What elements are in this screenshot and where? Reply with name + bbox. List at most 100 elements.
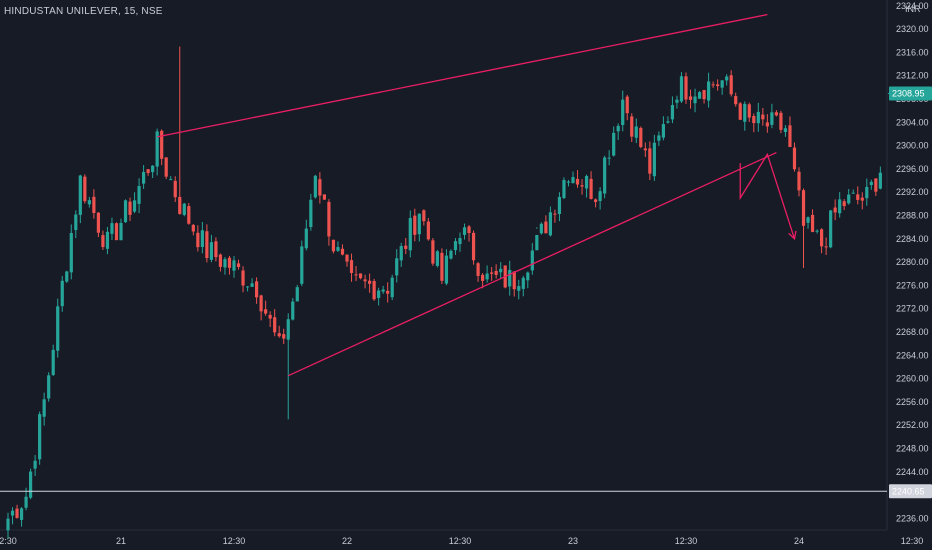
candle-body	[770, 112, 774, 125]
candle-body	[209, 242, 213, 260]
y-tick-label: 2320.00	[896, 24, 929, 34]
candle-body	[716, 84, 720, 87]
candle-body	[526, 272, 530, 281]
y-tick-label: 2280.00	[896, 257, 929, 267]
candle-body	[38, 414, 42, 460]
candle-body	[797, 171, 801, 191]
candle-body	[60, 280, 64, 307]
candle-body	[499, 268, 503, 273]
candle-body	[833, 207, 837, 213]
candle-body	[779, 112, 783, 130]
candle-body	[815, 230, 819, 232]
candle-body	[309, 199, 313, 228]
x-tick-label: 12:30	[449, 536, 472, 546]
y-tick-label: 2284.00	[896, 234, 929, 244]
candle-body	[390, 277, 394, 298]
candle-body	[404, 245, 408, 249]
candle-body	[381, 289, 385, 292]
candle-body	[331, 239, 336, 252]
candle-body	[255, 281, 259, 298]
candle-body	[761, 114, 765, 120]
candle-body	[810, 214, 815, 232]
candle-body	[47, 375, 51, 399]
candle-body	[508, 269, 512, 287]
y-tick-label: 2312.00	[896, 71, 929, 81]
candle-body	[679, 76, 684, 102]
candle-body	[205, 231, 209, 259]
candle-body	[707, 81, 711, 101]
candle-body	[607, 157, 611, 159]
candle-body	[449, 250, 453, 259]
candle-body	[164, 157, 168, 177]
candle-body	[548, 212, 552, 236]
candle-body	[178, 196, 182, 214]
candle-body	[151, 165, 155, 173]
candle-body	[345, 254, 349, 262]
candle-body	[847, 194, 851, 204]
candle-body	[462, 227, 467, 235]
candle-body	[318, 179, 322, 196]
candle-body	[435, 251, 439, 266]
candle-body	[10, 510, 15, 516]
candle-body	[214, 241, 218, 258]
x-tick-label: 2:30	[0, 536, 17, 546]
candle-body	[485, 273, 489, 280]
candle-body	[734, 96, 738, 105]
candle-body	[110, 223, 114, 234]
candle-body	[829, 210, 833, 248]
candle-body	[842, 201, 846, 207]
candle-body	[517, 286, 521, 291]
candle-body	[440, 252, 444, 281]
candle-body	[792, 147, 797, 170]
y-tick-label: 2248.00	[896, 443, 929, 453]
y-tick-label: 2300.00	[896, 141, 929, 151]
candle-body	[56, 306, 60, 351]
candle-body	[444, 255, 449, 284]
candle-body	[408, 218, 412, 251]
candle-body	[471, 232, 476, 261]
candle-body	[856, 194, 860, 200]
candle-body	[494, 270, 498, 275]
candle-body	[87, 200, 91, 205]
support-price-tag	[889, 484, 932, 499]
y-tick-label: 2324.00	[896, 1, 929, 11]
candle-body	[476, 263, 480, 276]
candle-body	[354, 274, 358, 276]
y-tick-label: 2236.00	[896, 513, 929, 523]
candle-body	[232, 260, 236, 271]
candle-body	[146, 169, 150, 173]
candle-body	[191, 224, 195, 232]
projection-path	[739, 152, 796, 239]
y-tick-label: 2252.00	[896, 420, 929, 430]
candle-body	[92, 196, 96, 213]
y-tick-label: 2268.00	[896, 327, 929, 337]
candle-body	[720, 80, 724, 88]
x-tick-label: 12:30	[901, 536, 924, 546]
candle-body	[282, 334, 286, 339]
candle-body	[15, 508, 19, 518]
candle-body	[675, 99, 679, 103]
candle-body	[575, 178, 580, 185]
candle-body	[123, 200, 128, 223]
candle-body	[327, 201, 331, 237]
candle-body	[313, 175, 317, 198]
candle-body	[395, 258, 399, 276]
trendline-lower	[287, 152, 777, 377]
candle-body	[467, 226, 471, 234]
y-tick-label: 2296.00	[896, 164, 929, 174]
candle-body	[521, 277, 525, 289]
candle-body	[625, 96, 629, 114]
candle-body	[874, 178, 878, 192]
candle-body	[865, 186, 869, 199]
candle-body	[738, 103, 742, 120]
candle-body	[630, 116, 634, 137]
candle-body	[196, 232, 200, 248]
candle-body	[78, 175, 82, 215]
candle-body	[245, 286, 250, 288]
candle-body	[295, 287, 299, 302]
chart-title: HINDUSTAN UNILEVER, 15, NSE	[4, 6, 163, 17]
candle-body	[603, 157, 607, 194]
candle-body	[142, 172, 146, 184]
candle-body	[806, 217, 810, 223]
